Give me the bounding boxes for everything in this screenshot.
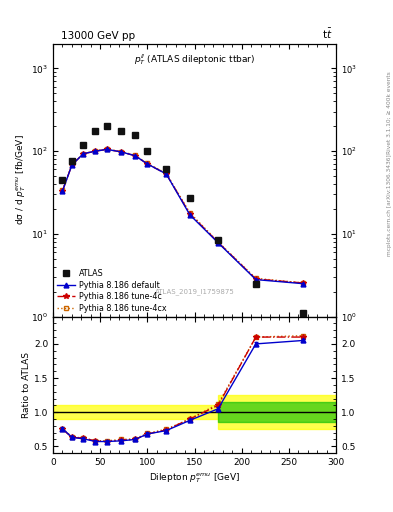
Pythia 8.186 default <box>145 161 150 167</box>
Pythia 8.186 tune-4c <box>187 211 192 217</box>
ATLAS <box>70 158 74 164</box>
Pythia 8.186 default <box>81 151 86 157</box>
ATLAS <box>93 128 98 134</box>
Pythia 8.186 default <box>216 240 220 246</box>
Pythia 8.186 tune-4cx <box>119 148 123 155</box>
Pythia 8.186 tune-4c <box>253 276 258 282</box>
Pythia 8.186 tune-4cx <box>187 210 192 216</box>
Line: Pythia 8.186 tune-4c: Pythia 8.186 tune-4c <box>60 146 306 286</box>
Text: Rivet 3.1.10; ≥ 400k events: Rivet 3.1.10; ≥ 400k events <box>387 71 392 154</box>
Pythia 8.186 tune-4cx <box>105 146 109 152</box>
Pythia 8.186 tune-4c <box>216 239 220 245</box>
Pythia 8.186 tune-4cx <box>164 170 169 176</box>
Pythia 8.186 default <box>133 153 138 159</box>
Pythia 8.186 tune-4cx <box>81 151 86 157</box>
Pythia 8.186 tune-4c <box>81 151 86 157</box>
ATLAS <box>133 132 138 138</box>
Bar <box>218 402 336 422</box>
ATLAS <box>145 148 150 154</box>
Line: Pythia 8.186 tune-4cx: Pythia 8.186 tune-4cx <box>60 146 305 285</box>
ATLAS <box>60 177 65 183</box>
Pythia 8.186 tune-4cx <box>70 161 74 167</box>
Pythia 8.186 tune-4c <box>93 148 98 154</box>
Pythia 8.186 default <box>187 212 192 218</box>
Pythia 8.186 default <box>93 148 98 154</box>
Bar <box>53 406 218 419</box>
Text: ATLAS_2019_I1759875: ATLAS_2019_I1759875 <box>155 288 234 295</box>
ATLAS <box>105 123 109 130</box>
Pythia 8.186 tune-4c <box>145 161 150 167</box>
ATLAS <box>253 281 258 287</box>
ATLAS <box>216 237 220 243</box>
Pythia 8.186 tune-4c <box>105 146 109 153</box>
Y-axis label: Ratio to ATLAS: Ratio to ATLAS <box>22 352 31 418</box>
Line: Pythia 8.186 default: Pythia 8.186 default <box>60 147 305 286</box>
Pythia 8.186 tune-4cx <box>133 152 138 158</box>
ATLAS <box>187 195 192 201</box>
Pythia 8.186 default <box>253 276 258 283</box>
Line: ATLAS: ATLAS <box>59 123 306 316</box>
Pythia 8.186 tune-4cx <box>93 148 98 154</box>
Pythia 8.186 default <box>70 162 74 168</box>
Pythia 8.186 tune-4c <box>301 280 305 286</box>
Text: $p_T^{ll}$ (ATLAS dileptonic ttbar): $p_T^{ll}$ (ATLAS dileptonic ttbar) <box>134 52 255 67</box>
Pythia 8.186 tune-4cx <box>216 239 220 245</box>
ATLAS <box>81 141 86 147</box>
Pythia 8.186 tune-4cx <box>145 160 150 166</box>
Pythia 8.186 tune-4cx <box>60 187 65 193</box>
Text: mcplots.cern.ch [arXiv:1306.3436]: mcplots.cern.ch [arXiv:1306.3436] <box>387 154 392 255</box>
Pythia 8.186 tune-4cx <box>253 275 258 282</box>
Legend: ATLAS, Pythia 8.186 default, Pythia 8.186 tune-4c, Pythia 8.186 tune-4cx: ATLAS, Pythia 8.186 default, Pythia 8.18… <box>57 269 167 312</box>
Bar <box>218 395 336 429</box>
Pythia 8.186 default <box>119 149 123 155</box>
Pythia 8.186 default <box>164 171 169 177</box>
ATLAS <box>301 310 305 316</box>
ATLAS <box>164 166 169 173</box>
Pythia 8.186 default <box>105 146 109 153</box>
Text: 13000 GeV pp: 13000 GeV pp <box>61 31 135 41</box>
Pythia 8.186 tune-4c <box>164 171 169 177</box>
Pythia 8.186 tune-4c <box>133 153 138 159</box>
Text: t$\bar{t}$: t$\bar{t}$ <box>321 27 332 41</box>
Pythia 8.186 tune-4cx <box>301 280 305 286</box>
Y-axis label: dσ / d $p_T^{emu}$ [fb/GeV]: dσ / d $p_T^{emu}$ [fb/GeV] <box>15 135 28 225</box>
Pythia 8.186 tune-4c <box>119 149 123 155</box>
Pythia 8.186 default <box>60 188 65 194</box>
Pythia 8.186 tune-4c <box>60 188 65 194</box>
ATLAS <box>119 128 123 134</box>
X-axis label: Dilepton $p_T^{emu}$ [GeV]: Dilepton $p_T^{emu}$ [GeV] <box>149 471 240 485</box>
Pythia 8.186 default <box>301 281 305 287</box>
Pythia 8.186 tune-4c <box>70 162 74 168</box>
